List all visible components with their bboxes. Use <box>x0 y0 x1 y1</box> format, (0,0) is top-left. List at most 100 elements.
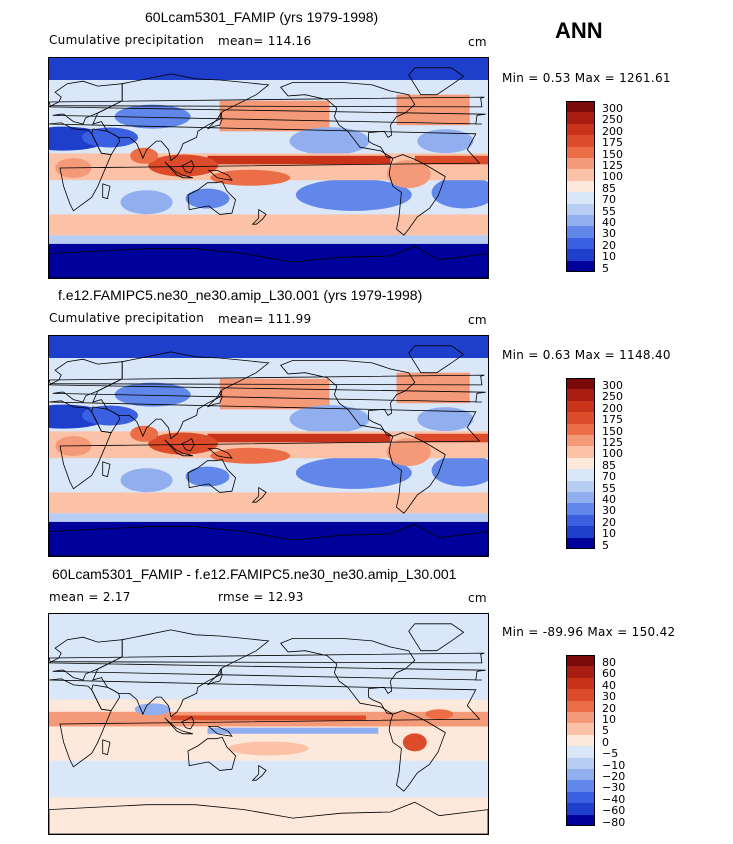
panel-3-minmax: Min = -89.96 Max = 150.42 <box>502 625 676 639</box>
panel-1-minmax: Min = 0.53 Max = 1261.61 <box>502 71 671 85</box>
coastline-newguinea <box>207 448 233 459</box>
coastlines <box>49 67 488 278</box>
coastlines <box>49 345 488 556</box>
field-equatorial-negative <box>207 727 379 734</box>
colorbar-label: 10 <box>602 527 616 541</box>
field-spcz <box>210 447 291 464</box>
colorbar-label: 125 <box>602 436 623 449</box>
colorbar-label: −40 <box>602 792 626 806</box>
coastline-nz <box>251 486 267 503</box>
colorbar-label: 20 <box>602 238 616 252</box>
colorbar-swatch <box>566 446 595 459</box>
colorbar-label: −80 <box>602 815 626 829</box>
field-itcz-positive <box>170 715 367 721</box>
panel-3-mean: mean = 2.17 <box>49 590 131 604</box>
colorbar-label: 20 <box>602 701 616 715</box>
colorbar-label: 175 <box>602 413 623 427</box>
colorbar-label: 10 <box>602 250 616 264</box>
panel-1-colorbar: 300 250 200 175 150 125 100 85 70 55 40 30 20 10 5 <box>566 101 646 274</box>
panel-1-units: cm <box>468 35 487 49</box>
panel-2-precip-field <box>49 336 488 556</box>
colorbar-label: −5 <box>602 747 619 761</box>
colorbar-swatch <box>566 135 595 148</box>
field-southern-ring <box>49 513 488 522</box>
field-spcz <box>210 169 291 186</box>
colorbar-swatch <box>566 734 595 747</box>
colorbar-swatch <box>566 803 595 816</box>
field-amazon <box>386 160 431 189</box>
colorbar-swatch <box>566 655 595 667</box>
colorbar-label: 5 <box>602 538 609 552</box>
field-central-asia <box>114 382 191 407</box>
coastline-japan <box>207 111 223 130</box>
coastline-antarctica <box>49 801 488 834</box>
colorbar-frame <box>566 378 595 549</box>
coastline-madagascar <box>102 183 111 200</box>
colorbar-swatch <box>566 400 595 413</box>
colorbar-swatch <box>566 537 595 550</box>
field-dry-sio <box>120 190 173 215</box>
field-south-pale <box>49 760 488 798</box>
field-dry-sio <box>120 468 173 493</box>
colorbar-label: 250 <box>602 390 623 404</box>
colorbar-swatch <box>566 260 595 273</box>
colorbar-label: 70 <box>602 470 616 484</box>
coastline-madagascar <box>102 739 111 756</box>
coastline-nz <box>251 208 267 225</box>
coastline-uk <box>49 96 485 108</box>
colorbar-swatch <box>566 712 595 724</box>
panel-2-units: cm <box>468 313 487 327</box>
colorbar-label: 250 <box>602 113 623 127</box>
field-itcz-atlantic <box>414 155 488 165</box>
field-atlantic-positive <box>425 709 454 720</box>
field-itcz-pacific <box>207 433 391 443</box>
coastline-namerica <box>280 82 416 159</box>
colorbar-swatch <box>566 249 595 262</box>
colorbar-swatch <box>566 526 595 539</box>
coastline-samerica <box>388 154 446 236</box>
field-antarctic <box>49 521 488 556</box>
colorbar-label: 100 <box>602 170 623 184</box>
colorbar-swatch <box>566 389 595 402</box>
colorbar-label: 40 <box>602 678 616 692</box>
colorbar-swatch <box>566 780 595 793</box>
panel-2-minmax: Min = 0.63 Max = 1148.40 <box>502 348 671 362</box>
coastline-australia <box>187 180 237 215</box>
colorbar-swatch <box>566 123 595 136</box>
colorbar-swatch <box>566 791 595 804</box>
field-dry-natl <box>417 129 474 154</box>
colorbar-swatch <box>566 203 595 216</box>
colorbar-swatch <box>566 412 595 425</box>
colorbar-label: 85 <box>602 458 616 472</box>
colorbar-swatch <box>566 492 595 504</box>
coastline-antarctica <box>49 245 488 278</box>
panel-3-units: cm <box>468 591 487 605</box>
colorbar-swatch <box>566 180 595 193</box>
coastline-borneo <box>181 716 195 730</box>
field-storm-track-south <box>49 492 488 514</box>
colorbar-label: 40 <box>602 493 616 506</box>
coastline-samerica <box>388 710 446 792</box>
field-dry-satl <box>431 176 488 209</box>
field-storm-track-natl <box>396 372 470 404</box>
field-arctic <box>49 336 488 358</box>
coastline-indonesia1 <box>164 439 193 457</box>
colorbar-label: 55 <box>602 204 616 218</box>
colorbar-label: −10 <box>602 758 626 772</box>
coastline-japan <box>207 667 223 686</box>
panel-3-title: 60Lcam5301_FAMIP - f.e12.FAMIPC5.ne30_ne… <box>52 566 457 582</box>
colorbar-swatch <box>566 700 595 713</box>
coastline-japan <box>207 389 223 408</box>
field-itcz-pacific <box>207 155 391 165</box>
coastline-indonesia1 <box>164 161 193 179</box>
colorbar-label: 200 <box>602 401 623 415</box>
colorbar-label: 100 <box>602 447 623 461</box>
colorbar-label: 30 <box>602 227 616 241</box>
colorbar-label: −20 <box>602 770 626 783</box>
coastline-uk <box>49 374 485 386</box>
colorbar-swatch <box>566 237 595 250</box>
field-southern-ring <box>49 235 488 244</box>
colorbar-label: 20 <box>602 515 616 529</box>
coastline-uk <box>49 652 485 664</box>
colorbar-label: 300 <box>602 379 623 392</box>
